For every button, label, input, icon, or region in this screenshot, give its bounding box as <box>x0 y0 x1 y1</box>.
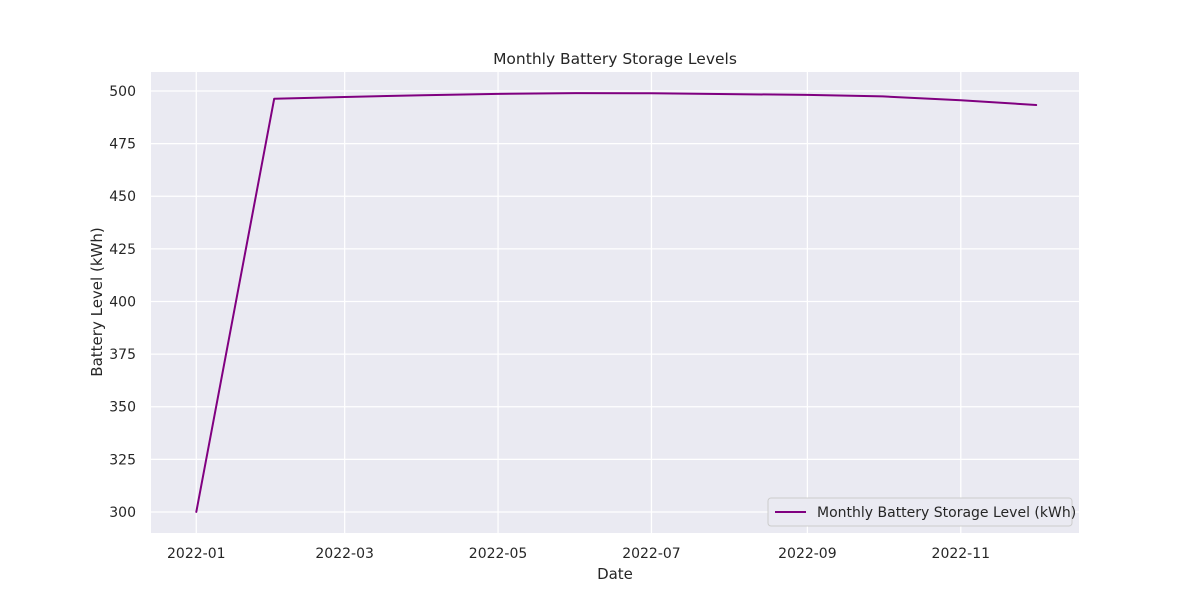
y-tick-label: 325 <box>109 452 136 468</box>
x-tick-label: 2022-03 <box>315 546 374 562</box>
legend-label: Monthly Battery Storage Level (kWh) <box>817 505 1076 521</box>
y-tick-label: 500 <box>109 84 136 100</box>
x-tick-label: 2022-05 <box>469 546 528 562</box>
x-axis-ticks: 2022-01 2022-03 2022-05 2022-07 2022-09 2022-… <box>167 546 990 562</box>
chart-title: Monthly Battery Storage Levels <box>493 50 737 68</box>
series-layer <box>195 92 1038 513</box>
y-tick-label: 300 <box>109 505 136 521</box>
x-tick-label: 2022-01 <box>167 546 226 562</box>
x-tick-label: 2022-11 <box>932 546 991 562</box>
y-axis-label: Battery Level (kWh) <box>88 227 106 376</box>
legend-box <box>767 497 1073 527</box>
x-tick-label: 2022-07 <box>622 546 681 562</box>
grid <box>151 72 1079 533</box>
y-tick-label: 375 <box>109 347 136 363</box>
series-line <box>195 92 1038 513</box>
y-tick-label: 475 <box>109 137 136 153</box>
y-axis-ticks: 300 325 350 375 400 425 450 475 500 <box>109 84 136 521</box>
legend: Monthly Battery Storage Level (kWh) <box>767 497 1076 527</box>
y-tick-label: 350 <box>109 400 136 416</box>
plot-area <box>151 72 1079 533</box>
y-tick-label: 425 <box>109 242 136 258</box>
y-tick-label: 450 <box>109 189 136 205</box>
x-axis-label: Date <box>597 565 633 583</box>
x-tick-label: 2022-09 <box>778 546 837 562</box>
y-tick-label: 400 <box>109 294 136 310</box>
